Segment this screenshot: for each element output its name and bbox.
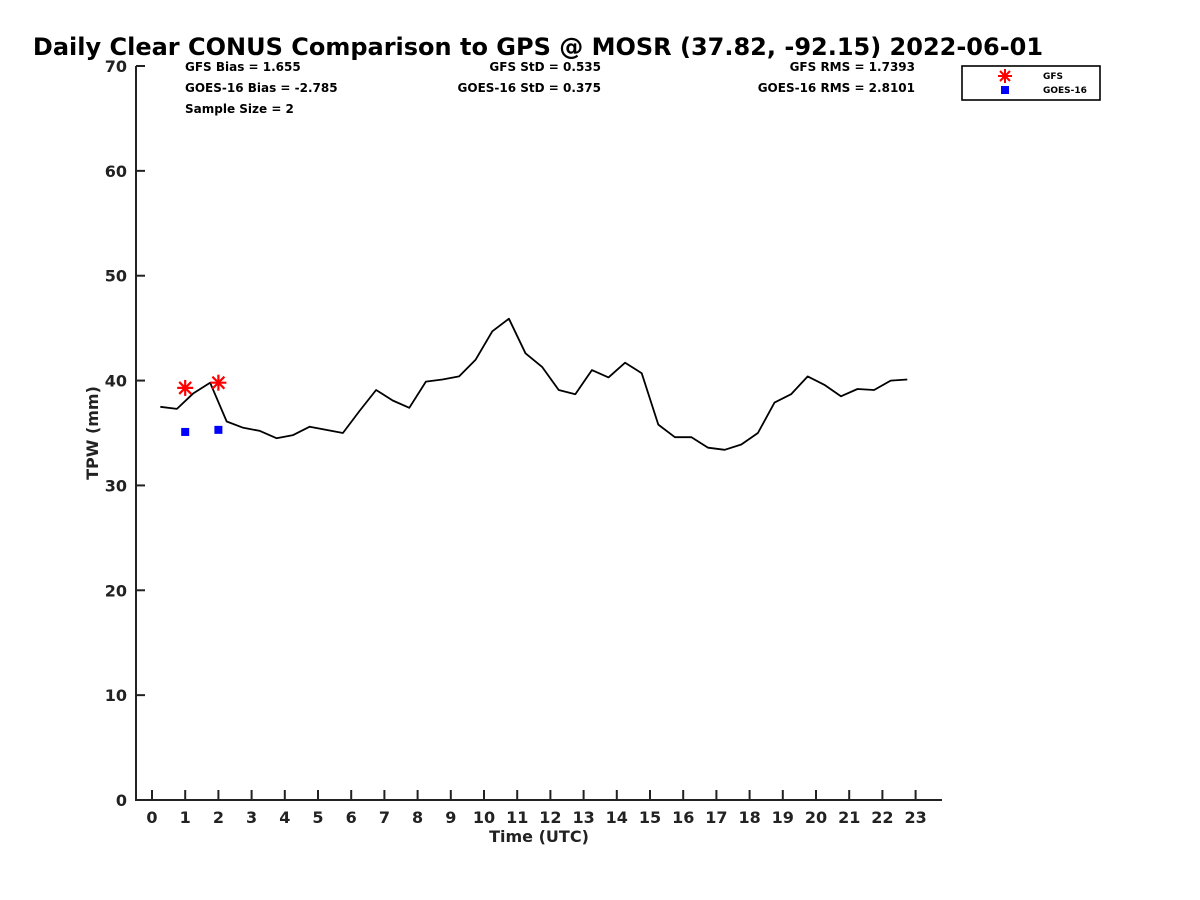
chart-title: Daily Clear CONUS Comparison to GPS @ MO…	[33, 33, 1043, 61]
x-tick-label: 10	[473, 808, 495, 827]
y-tick-label: 0	[116, 791, 127, 810]
x-tick-label: 3	[246, 808, 257, 827]
x-tick-label: 15	[639, 808, 661, 827]
x-ticks: 0 1 2 3 4 5 6 7 8 9 10 11 12 13 14 15 16 17 18 19 20 21 22 23	[146, 790, 927, 827]
x-tick-label: 18	[738, 808, 760, 827]
y-axis-label: TPW (mm)	[83, 386, 102, 480]
gps-series-line	[160, 317, 908, 451]
x-tick-label: 16	[672, 808, 694, 827]
x-tick-label: 8	[412, 808, 423, 827]
goes-bias-text: GOES-16 Bias = -2.785	[185, 81, 338, 95]
data-points	[177, 374, 227, 436]
x-tick-label: 5	[312, 808, 323, 827]
y-tick-label: 20	[105, 581, 127, 600]
gfs-rms-text: GFS RMS = 1.7393	[790, 60, 915, 74]
x-tick-label: 9	[445, 808, 456, 827]
y-tick-label: 40	[105, 372, 127, 391]
x-tick-label: 20	[805, 808, 827, 827]
gfs-std-text: GFS StD = 0.535	[489, 60, 601, 74]
legend-gfs-marker	[998, 69, 1012, 83]
gfs-point	[177, 379, 194, 396]
goes-point	[214, 425, 223, 434]
y-tick-label: 10	[105, 686, 127, 705]
goes-point	[181, 427, 190, 436]
goes-rms-text: GOES-16 RMS = 2.8101	[758, 81, 915, 95]
x-tick-label: 2	[213, 808, 224, 827]
sample-size-text: Sample Size = 2	[185, 102, 294, 116]
legend-box	[961, 65, 1101, 101]
goes-std-text: GOES-16 StD = 0.375	[458, 81, 601, 95]
x-tick-label: 1	[180, 808, 191, 827]
y-tick-label: 30	[105, 476, 127, 495]
x-tick-label: 13	[572, 808, 594, 827]
x-tick-label: 14	[606, 808, 628, 827]
x-tick-label: 17	[705, 808, 727, 827]
x-tick-label: 7	[379, 808, 390, 827]
gfs-point	[210, 374, 227, 391]
x-tick-label: 22	[871, 808, 893, 827]
legend: GFS GOES-16	[961, 65, 1101, 101]
x-tick-label: 11	[506, 808, 528, 827]
x-tick-label: 21	[838, 808, 860, 827]
y-tick-label: 50	[105, 267, 127, 286]
y-tick-label: 70	[105, 57, 127, 76]
y-tick-label: 60	[105, 162, 127, 181]
x-tick-label: 0	[146, 808, 157, 827]
x-tick-label: 4	[279, 808, 290, 827]
x-tick-label: 19	[772, 808, 794, 827]
legend-gfs-label: GFS	[1043, 72, 1063, 82]
legend-goes-label: GOES-16	[1043, 86, 1087, 96]
gfs-bias-text: GFS Bias = 1.655	[185, 60, 301, 74]
x-axis-label: Time (UTC)	[489, 827, 589, 846]
y-ticks: 0 10 20 30 40 50 60 70	[105, 57, 145, 810]
x-tick-label: 12	[539, 808, 561, 827]
x-tick-label: 23	[904, 808, 926, 827]
legend-goes-marker	[1001, 86, 1009, 94]
x-tick-label: 6	[346, 808, 357, 827]
